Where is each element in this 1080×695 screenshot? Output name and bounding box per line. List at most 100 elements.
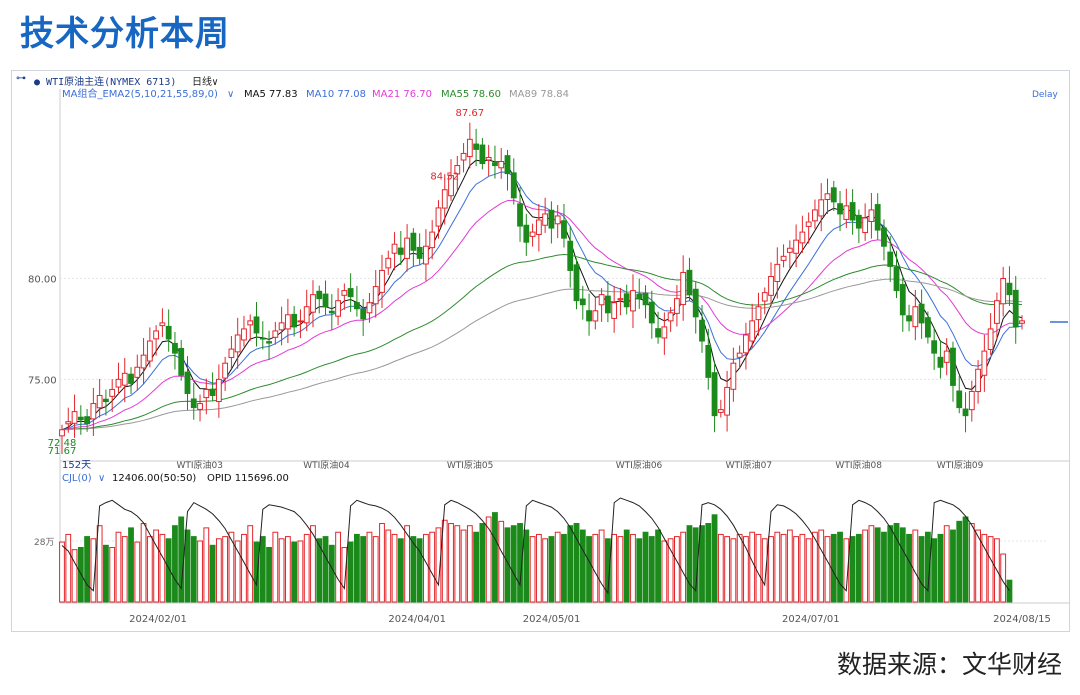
candle xyxy=(968,380,975,422)
volume-bar xyxy=(184,529,191,603)
volume-bar xyxy=(473,531,480,603)
candle-body xyxy=(968,390,975,411)
price-annotation: 72.48 xyxy=(48,438,77,449)
candle xyxy=(950,341,956,402)
candle-body xyxy=(692,288,699,318)
candle xyxy=(190,382,197,420)
volume-chevron-icon[interactable]: ∨ xyxy=(98,473,105,484)
volume-bar xyxy=(297,540,304,603)
volume-values: 12406.00(50:50) xyxy=(112,473,196,484)
volume-bar xyxy=(843,538,850,603)
candle xyxy=(354,285,360,317)
candle-body xyxy=(843,205,850,220)
volume-bar xyxy=(604,538,611,603)
volume-bar xyxy=(479,523,486,603)
volume-bar xyxy=(950,529,956,603)
candle-body xyxy=(736,352,743,358)
candle-body xyxy=(535,219,542,235)
candle xyxy=(812,199,818,229)
volume-bar xyxy=(347,541,354,603)
candle xyxy=(724,370,730,432)
volume-bar xyxy=(222,536,229,603)
volume-indicator-label[interactable]: CJL(0) xyxy=(62,473,92,484)
volume-bar xyxy=(504,527,511,603)
volume-bar xyxy=(837,531,843,603)
candle xyxy=(1019,315,1025,330)
candle xyxy=(793,224,800,268)
layout-toggle-icon[interactable]: ⊶ xyxy=(16,73,26,84)
candle xyxy=(303,289,310,332)
candle xyxy=(410,228,417,267)
candle-body xyxy=(818,199,825,217)
candle-body xyxy=(328,310,335,314)
volume-bar xyxy=(397,538,404,603)
candle-body xyxy=(768,275,774,296)
indicator-label[interactable]: MA组合_EMA2(5,10,21,55,89,0) xyxy=(62,87,218,100)
candle xyxy=(535,204,542,252)
indicator-chevron-icon[interactable]: ∨ xyxy=(227,89,234,100)
volume-bar xyxy=(448,523,454,603)
candle xyxy=(567,226,574,288)
open-interest-line xyxy=(61,497,1010,595)
candle-body xyxy=(686,269,693,296)
candle xyxy=(429,220,436,260)
candle xyxy=(159,308,166,338)
candle xyxy=(498,147,505,179)
candle-body xyxy=(291,313,298,328)
candle-body xyxy=(699,319,705,342)
volume-bar xyxy=(272,531,279,603)
volume-bar xyxy=(717,533,724,603)
candle xyxy=(385,250,392,275)
candle-body xyxy=(90,403,97,420)
volume-bar xyxy=(780,533,787,603)
candle xyxy=(623,284,630,315)
candle xyxy=(887,236,894,282)
volume-bar xyxy=(761,538,768,603)
candle xyxy=(360,299,367,336)
volume-bar xyxy=(711,514,718,603)
volume-bar xyxy=(435,527,442,603)
candle-body xyxy=(391,243,398,254)
candle-body xyxy=(128,373,134,384)
candle-body xyxy=(159,322,166,327)
chart-panel[interactable]: ⊶ ● WTI原油主连(NYMEX 6713) 日线∨ MA组合_EMA2(5,… xyxy=(11,70,1070,632)
candle-body xyxy=(1000,278,1007,305)
volume-bar xyxy=(667,538,674,603)
candle-body xyxy=(429,231,436,249)
candle xyxy=(266,330,272,361)
candle xyxy=(379,254,385,309)
candle xyxy=(423,229,429,281)
symbol-label[interactable]: ● WTI原油主连(NYMEX 6713) xyxy=(34,77,177,88)
candle xyxy=(523,213,530,256)
candle xyxy=(899,275,906,332)
chart-toolbar: ⊶ ● WTI原油主连(NYMEX 6713) 日线∨ xyxy=(12,71,1069,88)
candle xyxy=(542,197,549,233)
volume-bar xyxy=(956,520,963,603)
period-selector[interactable]: 日线∨ xyxy=(192,73,218,88)
candle-body xyxy=(466,138,473,158)
volume-bar xyxy=(372,536,379,603)
candle xyxy=(761,287,768,315)
candle-body xyxy=(912,306,919,328)
volume-bar xyxy=(918,536,925,603)
candle xyxy=(310,280,316,328)
candle xyxy=(65,407,72,433)
volume-bar xyxy=(492,512,498,603)
candle-body xyxy=(335,300,341,317)
ma21-line xyxy=(61,199,1023,431)
volume-bar xyxy=(1006,579,1013,603)
candle xyxy=(253,301,260,347)
candle-body xyxy=(253,316,260,334)
candle-body xyxy=(197,403,203,410)
candle xyxy=(912,289,919,341)
volume-bar xyxy=(674,536,680,603)
volume-bar xyxy=(65,533,72,603)
volume-bar xyxy=(253,541,260,603)
candle-body xyxy=(234,334,241,353)
contract-label: WTI原油03 xyxy=(176,459,223,471)
candle-body xyxy=(247,320,254,326)
price-annotation: 87.67 xyxy=(456,108,485,119)
candle-body xyxy=(630,290,636,312)
candle-body xyxy=(153,330,160,340)
volume-bar xyxy=(115,531,122,603)
